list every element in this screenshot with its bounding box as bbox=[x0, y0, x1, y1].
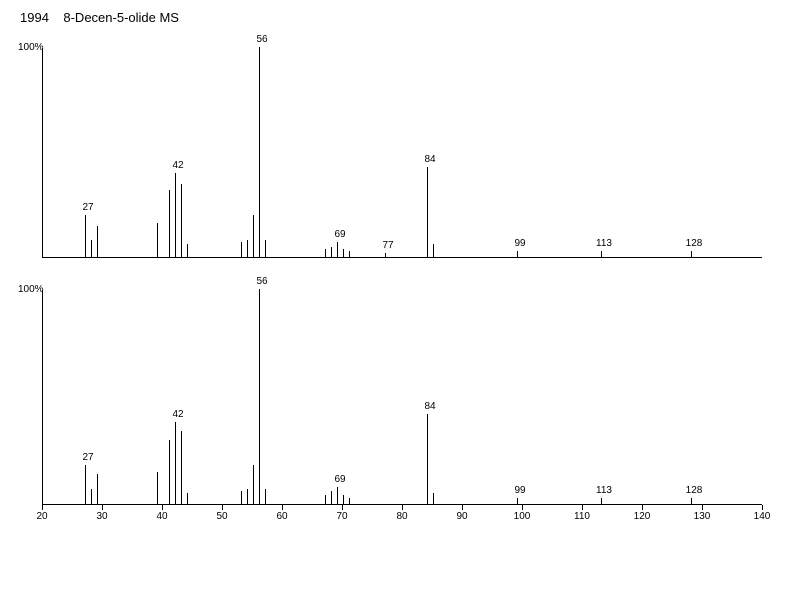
spectrum-bar bbox=[187, 244, 188, 257]
spectrum-bar bbox=[691, 498, 692, 504]
x-tick-label: 140 bbox=[754, 511, 771, 522]
spectrum-bar bbox=[343, 249, 344, 257]
spectrum-bar bbox=[169, 190, 170, 257]
peak-label: 84 bbox=[424, 154, 435, 165]
spectrum-bar bbox=[337, 487, 338, 504]
x-tick bbox=[342, 505, 343, 510]
spectrum-bar bbox=[97, 226, 98, 258]
peak-label: 113 bbox=[596, 485, 612, 496]
spectrum-bar bbox=[241, 491, 242, 504]
spectrum-bar bbox=[91, 240, 92, 257]
peak-label: 99 bbox=[514, 238, 525, 249]
y-axis-label: 100% bbox=[18, 42, 44, 53]
spectrum-bar bbox=[517, 251, 518, 257]
spectrum-bar bbox=[427, 167, 428, 257]
x-tick bbox=[102, 505, 103, 510]
x-tick bbox=[42, 505, 43, 510]
spectrum-bar bbox=[601, 251, 602, 257]
x-tick-label: 50 bbox=[216, 511, 227, 522]
x-tick bbox=[462, 505, 463, 510]
peak-label: 84 bbox=[424, 401, 435, 412]
x-tick bbox=[762, 505, 763, 510]
peak-label: 113 bbox=[596, 238, 612, 249]
peak-label: 42 bbox=[172, 409, 183, 420]
plot-area-bottom: 274256698499113128 bbox=[42, 290, 762, 505]
x-tick-label: 110 bbox=[574, 511, 590, 522]
x-tick-label: 40 bbox=[156, 511, 167, 522]
spectrum-bar bbox=[247, 489, 248, 504]
spectrum-bar bbox=[85, 215, 86, 257]
spectrum-bar bbox=[691, 251, 692, 257]
spectrum-bar bbox=[325, 249, 326, 257]
spectrum-bar bbox=[259, 289, 260, 504]
spectrum-bar bbox=[259, 47, 260, 257]
spectrum-bar bbox=[517, 498, 518, 504]
spectrum-bar bbox=[253, 215, 254, 257]
title-compound: 8-Decen-5-olide MS bbox=[63, 10, 179, 25]
spectrum-bar bbox=[349, 498, 350, 504]
spectrum-bar bbox=[331, 247, 332, 258]
x-tick bbox=[162, 505, 163, 510]
spectrum-bar bbox=[175, 422, 176, 504]
x-tick-label: 70 bbox=[336, 511, 347, 522]
x-tick bbox=[522, 505, 523, 510]
spectrum-bar bbox=[265, 240, 266, 257]
spectrum-bar bbox=[343, 495, 344, 504]
x-tick-label: 60 bbox=[276, 511, 287, 522]
peak-label: 128 bbox=[686, 238, 703, 249]
x-tick-label: 90 bbox=[456, 511, 467, 522]
spectrum-bar bbox=[157, 223, 158, 257]
spectrum-bar bbox=[337, 242, 338, 257]
spectrum-bar bbox=[157, 472, 158, 504]
page-title: 1994 8-Decen-5-olide MS bbox=[20, 10, 179, 25]
x-tick bbox=[582, 505, 583, 510]
spectrum-bar bbox=[427, 414, 428, 504]
peak-label: 27 bbox=[82, 202, 93, 213]
peak-label: 69 bbox=[334, 474, 345, 485]
spectrum-bar bbox=[331, 491, 332, 504]
x-tick-label: 80 bbox=[396, 511, 407, 522]
spectrum-bar bbox=[97, 474, 98, 504]
peak-label: 42 bbox=[172, 160, 183, 171]
peak-label: 99 bbox=[514, 485, 525, 496]
x-tick-label: 30 bbox=[96, 511, 107, 522]
peak-label: 56 bbox=[256, 34, 267, 45]
title-id: 1994 bbox=[20, 10, 49, 25]
x-tick bbox=[222, 505, 223, 510]
spectrum-bar bbox=[85, 465, 86, 504]
spectrum-bar bbox=[385, 253, 386, 257]
peak-label: 27 bbox=[82, 452, 93, 463]
spectrum-bar bbox=[187, 493, 188, 504]
x-tick-label: 130 bbox=[694, 511, 711, 522]
x-tick bbox=[642, 505, 643, 510]
x-tick-label: 120 bbox=[634, 511, 651, 522]
spectrum-bar bbox=[181, 431, 182, 504]
x-tick bbox=[702, 505, 703, 510]
peak-label: 56 bbox=[256, 276, 267, 287]
spectrum-bar bbox=[601, 498, 602, 504]
x-tick-label: 20 bbox=[36, 511, 47, 522]
x-axis: 2030405060708090100110120130140 bbox=[42, 505, 762, 525]
spectrum-bar bbox=[433, 244, 434, 257]
spectrum-bar bbox=[433, 493, 434, 504]
peak-label: 77 bbox=[382, 240, 393, 251]
spectrum-bar bbox=[241, 242, 242, 257]
spectrum-bar bbox=[349, 251, 350, 257]
peak-label: 69 bbox=[334, 229, 345, 240]
spectrum-bar bbox=[175, 173, 176, 257]
spectrum-bar bbox=[91, 489, 92, 504]
spectrum-bar bbox=[265, 489, 266, 504]
plot-area-top: 27425669778499113128 bbox=[42, 48, 762, 258]
spectrum-bar bbox=[169, 440, 170, 505]
spectrum-bar bbox=[247, 240, 248, 257]
peak-label: 128 bbox=[686, 485, 703, 496]
y-axis-label: 100% bbox=[18, 284, 44, 295]
x-tick bbox=[402, 505, 403, 510]
x-tick bbox=[282, 505, 283, 510]
x-tick-label: 100 bbox=[514, 511, 531, 522]
spectrum-bar bbox=[253, 465, 254, 504]
spectrum-bar bbox=[325, 495, 326, 504]
spectrum-bar bbox=[181, 184, 182, 258]
